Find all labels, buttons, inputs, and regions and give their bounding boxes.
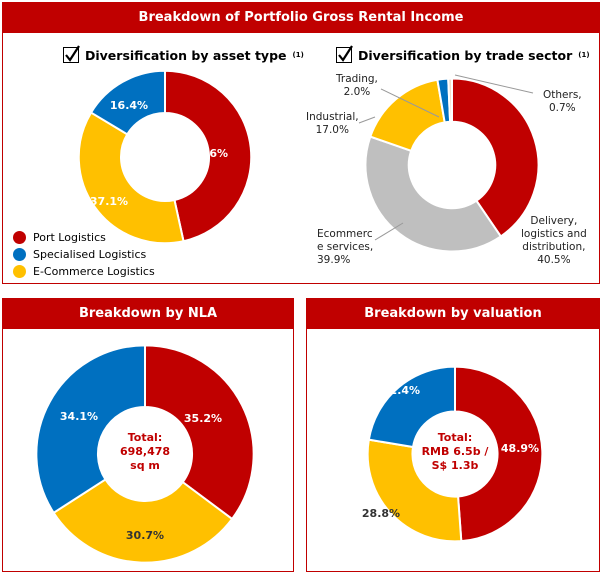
label-delivery: Delivery, logistics and distribution, 40… xyxy=(521,215,587,266)
donut-slice-specialised-logistics xyxy=(367,365,456,449)
donut-slice-e-commerce-logistics xyxy=(366,438,463,543)
donut-slice-e-commerce-logistics xyxy=(52,478,234,564)
data-label-specialised: 16.4% xyxy=(110,99,148,112)
donut-slice-e-commerce-logistics xyxy=(77,111,185,245)
data-label-port: 46.6% xyxy=(190,147,228,160)
label-ecommerce-services: Ecommerc e services, 39.9% xyxy=(317,228,374,266)
legend-item-port: Port Logistics xyxy=(13,229,155,246)
center-line-3: sq m xyxy=(130,459,160,472)
data-label-port: 48.9% xyxy=(501,442,539,455)
checkbox-icon xyxy=(63,45,80,63)
asset-type-title: Diversification by asset type (1) xyxy=(63,45,304,63)
trade-sector-title-text: Diversification by trade sector xyxy=(358,47,573,63)
label-industrial: Industrial, 17.0% xyxy=(306,111,359,136)
asset-type-donut: 46.6% 37.1% 16.4% xyxy=(77,69,253,245)
trade-sector-title: Diversification by trade sector (1) xyxy=(336,45,590,63)
data-label-specialised: 22.4% xyxy=(382,384,420,397)
donut-slice-others xyxy=(447,77,453,123)
legend-swatch xyxy=(13,248,26,261)
donut-slice-port-logistics xyxy=(454,365,544,543)
legend-item-specialised: Specialised Logistics xyxy=(13,246,155,263)
legend-label: E-Commerce Logistics xyxy=(33,265,155,278)
data-label-ecommerce: 28.8% xyxy=(362,507,400,520)
trade-sector-footnote: (1) xyxy=(578,51,590,59)
valuation-title: Breakdown by valuation xyxy=(307,299,599,329)
donut-slice-port-logistics xyxy=(164,69,253,243)
trade-sector-donut xyxy=(364,77,540,253)
data-label-port: 35.2% xyxy=(184,412,222,425)
panel-title: Breakdown of Portfolio Gross Rental Inco… xyxy=(3,3,599,33)
legend-swatch xyxy=(13,265,26,278)
center-line-1: Total: xyxy=(128,431,162,444)
asset-type-legend: Port Logistics Specialised Logistics E-C… xyxy=(13,229,155,280)
donut-slice-specialised-logistics xyxy=(89,69,166,136)
donut-slice-ecommerce-services xyxy=(364,135,503,253)
data-label-ecommerce: 37.1% xyxy=(90,195,128,208)
nla-title: Breakdown by NLA xyxy=(3,299,293,329)
center-line-2: RMB 6.5b / xyxy=(422,445,490,458)
donut-slice-port-logistics xyxy=(144,344,255,521)
asset-type-title-text: Diversification by asset type xyxy=(85,47,287,63)
label-trading: Trading, 2.0% xyxy=(336,73,378,98)
leader-lines xyxy=(358,74,534,241)
data-label-specialised: 34.1% xyxy=(60,410,98,423)
valuation-panel: Breakdown by valuation 48.9% 28.8% 22.4%… xyxy=(306,298,600,572)
asset-type-footnote: (1) xyxy=(292,51,304,59)
donut-slice-specialised-logistics xyxy=(35,344,146,515)
legend-item-ecommerce: E-Commerce Logistics xyxy=(13,263,155,280)
legend-swatch xyxy=(13,231,26,244)
center-line-2: 698,478 xyxy=(120,445,170,458)
nla-donut: 35.2% 30.7% 34.1% Total: 698,478 sq m xyxy=(35,344,255,564)
legend-label: Port Logistics xyxy=(33,231,106,244)
legend-label: Specialised Logistics xyxy=(33,248,147,261)
valuation-donut: 48.9% 28.8% 22.4% Total: RMB 6.5b / S$ 1… xyxy=(362,365,544,543)
nla-panel: Breakdown by NLA 35.2% 30.7% 34.1% Total… xyxy=(2,298,294,572)
center-line-3: S$ 1.3b xyxy=(432,459,479,472)
center-line-1: Total: xyxy=(438,431,472,444)
checkbox-icon xyxy=(336,45,353,63)
label-others: Others, 0.7% xyxy=(543,89,582,114)
gross-rental-income-panel: Breakdown of Portfolio Gross Rental Inco… xyxy=(2,2,600,284)
data-label-ecommerce: 30.7% xyxy=(126,529,164,542)
donut-slice-delivery-logistics-and-distribution xyxy=(451,77,540,238)
